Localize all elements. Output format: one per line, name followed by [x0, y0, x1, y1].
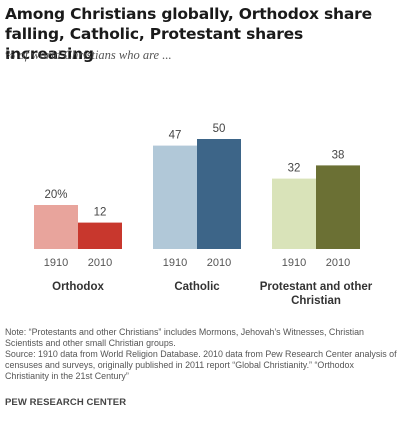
chart-subtitle: % of world Christians who are ... — [5, 48, 172, 62]
data-label: 47 — [169, 130, 182, 142]
bar — [316, 165, 360, 249]
category-label: Orthodox — [52, 281, 104, 293]
chart-title: Among Christians globally, Orthodox shar… — [5, 5, 372, 63]
data-label: 32 — [288, 163, 301, 175]
footer-credit: PEW RESEARCH CENTER — [5, 397, 127, 408]
category-label: Protestant and other — [260, 281, 373, 293]
note-text: Note: “Protestants and other Christians”… — [5, 327, 364, 348]
bar — [153, 145, 197, 249]
chart-notes: Note: “Protestants and other Christians”… — [5, 327, 397, 382]
year-tick-label: 2010 — [326, 257, 350, 269]
year-tick-label: 2010 — [207, 257, 231, 269]
data-label: 20% — [44, 189, 67, 201]
data-label: 50 — [213, 123, 226, 135]
bar — [34, 205, 78, 249]
source-text: Source: 1910 data from World Religion Da… — [5, 349, 397, 381]
year-tick-label: 1910 — [282, 257, 306, 269]
data-label: 12 — [94, 207, 107, 219]
year-tick-label: 1910 — [44, 257, 68, 269]
bar — [272, 178, 316, 249]
year-tick-label: 1910 — [163, 257, 187, 269]
data-label: 38 — [332, 149, 345, 161]
bar — [78, 222, 122, 249]
bar-chart: 20% 1910 12 2010 Orthodox 47 1910 50 2010 Catholi… — [34, 123, 373, 307]
category-label: Christian — [291, 295, 341, 307]
year-tick-label: 2010 — [88, 257, 112, 269]
bar — [197, 139, 241, 249]
category-label: Catholic — [174, 281, 220, 293]
